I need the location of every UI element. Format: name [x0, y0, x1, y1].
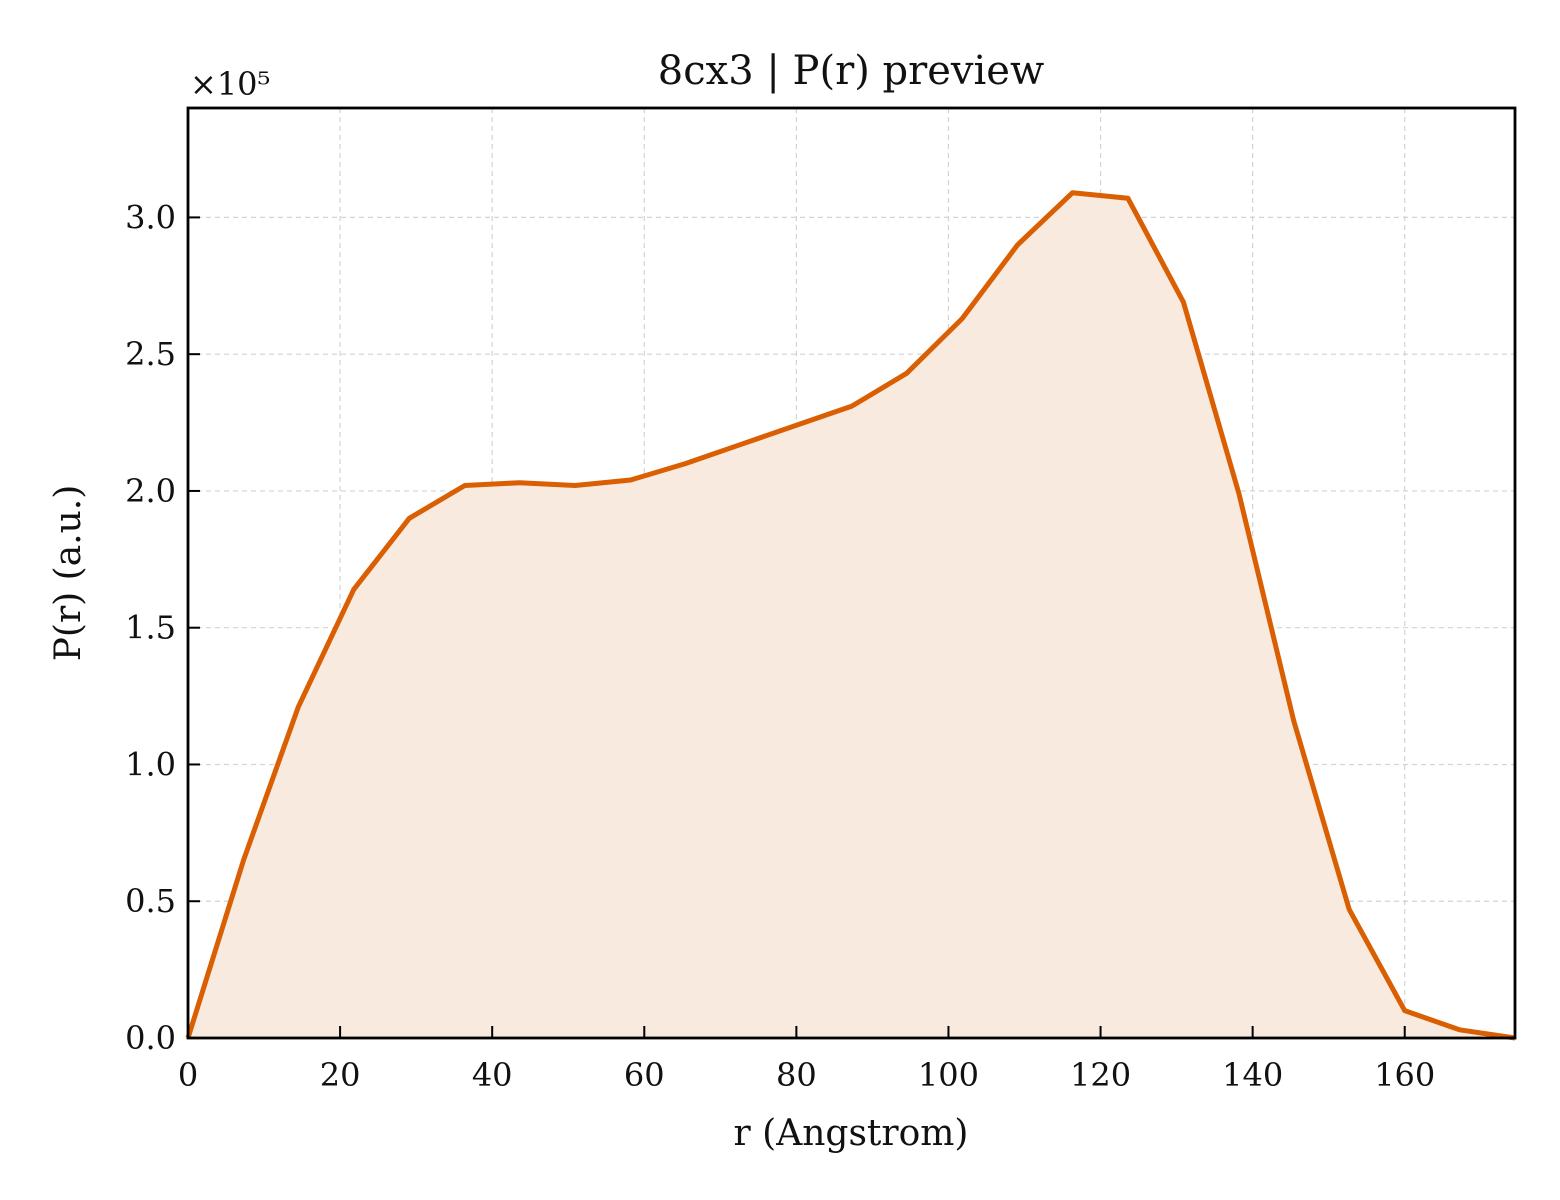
y-tick-label: 0.0: [125, 1019, 176, 1057]
x-tick-label: 20: [320, 1056, 361, 1094]
y-multiplier-label: ×10⁵: [190, 65, 270, 103]
x-tick-label: 140: [1222, 1056, 1283, 1094]
area-layer: [185, 190, 1516, 1041]
axes-layer: 0 20 40 60 80 100 120 140 160 0.0 0.5 1.0 1.5 2.0 2.5 3…: [125, 106, 1517, 1094]
y-tick-label: 0.5: [125, 882, 176, 920]
y-tick-label: 2.5: [125, 335, 176, 373]
x-tick-label: 80: [776, 1056, 817, 1094]
y-tick-label: 1.5: [125, 609, 176, 647]
x-tick-label: 100: [918, 1056, 979, 1094]
x-tick-label: 160: [1374, 1056, 1435, 1094]
x-tick-label: 0: [178, 1056, 198, 1094]
y-tick-label: 1.0: [125, 745, 176, 783]
plot-frame: [186, 106, 1517, 1040]
x-tick-label: 120: [1070, 1056, 1131, 1094]
y-tick-label: 3.0: [125, 198, 176, 236]
x-tick-label: 40: [472, 1056, 513, 1094]
x-tick-label: 60: [624, 1056, 665, 1094]
x-axis-label: r (Angstrom): [734, 1113, 969, 1154]
y-tick-label: 2.0: [125, 472, 176, 510]
series-area-fill: [188, 192, 1515, 1038]
y-axis-label: P(r) (a.u.): [48, 485, 89, 662]
chart-title: 8cx3 | P(r) preview: [658, 48, 1044, 94]
